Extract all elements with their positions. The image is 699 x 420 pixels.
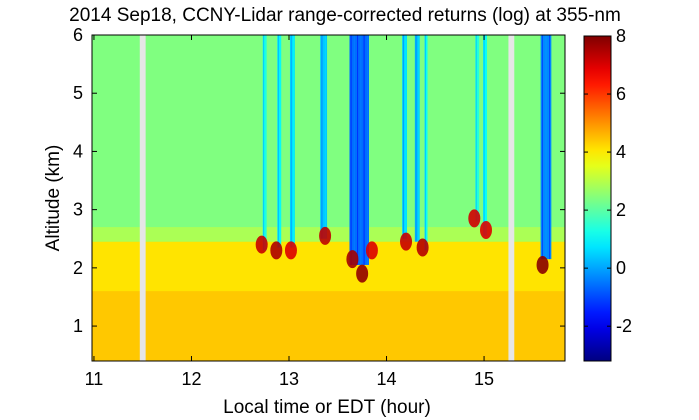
cloud-base-spot: [400, 232, 413, 251]
cloud-base-spot: [536, 255, 549, 274]
cloud-base-spot: [270, 241, 283, 260]
x-tick-label: 13: [279, 369, 299, 389]
cloud-column: [414, 35, 420, 242]
y-axis-label: Altitude (km): [43, 145, 64, 252]
y-tick-label: 4: [73, 141, 83, 161]
colorbar-tick-label: 8: [616, 26, 626, 46]
colorbar-tick-label: 4: [616, 142, 626, 162]
cloud-base-spot: [365, 241, 378, 260]
y-tick-label: 1: [73, 316, 83, 336]
cloud-column: [277, 35, 282, 248]
colorbar-tick-label: 2: [616, 200, 626, 220]
x-axis: 11 12 13 14 15: [85, 35, 494, 389]
cloud-column: [424, 35, 428, 251]
cloud-column: [349, 35, 369, 265]
data-gap: [508, 35, 515, 361]
colorbar-tick-label: 6: [616, 84, 626, 104]
cloud-base-spot: [319, 226, 332, 245]
chart-title: 2014 Sep18, CCNY-Lidar range-corrected r…: [69, 5, 621, 26]
x-axis-label: Local time or EDT (hour): [223, 397, 431, 418]
data-gap: [139, 35, 146, 361]
cloud-base-spot: [356, 264, 369, 283]
colorbar: -2 0 2 4 6 8: [583, 26, 632, 362]
cloud-base-spot: [346, 250, 359, 269]
cloud-column: [475, 35, 480, 222]
cloud-base-spot: [480, 221, 493, 240]
y-axis: 1 2 3 4 5 6: [73, 25, 565, 336]
colorbar-tick-label: -2: [616, 316, 632, 336]
colorbar-tick-label: 0: [616, 258, 626, 278]
cloud-base-spot: [468, 209, 481, 228]
colorbar-ticks: -2 0 2 4 6 8: [584, 26, 632, 336]
cloud-base-spot: [416, 238, 429, 257]
x-tick-label: 15: [474, 369, 494, 389]
x-tick-label: 12: [181, 369, 201, 389]
x-tick-label: 14: [377, 369, 397, 389]
cloud-column: [483, 35, 487, 236]
cloud-column: [262, 35, 267, 251]
heatmap-image: [92, 35, 565, 361]
cloud-column: [289, 35, 295, 248]
y-tick-label: 2: [73, 258, 83, 278]
boundary-layer-core: [92, 291, 565, 361]
cloud-base-spot: [255, 235, 268, 254]
plot-area: [92, 35, 565, 361]
y-tick-label: 6: [73, 25, 83, 45]
cloud-column: [320, 35, 328, 239]
plot-frame: [91, 34, 566, 362]
cloud-base-spot: [284, 241, 297, 260]
x-tick-label: 11: [85, 369, 104, 389]
cloud-column: [402, 35, 408, 239]
colorbar-fill: [583, 35, 612, 362]
y-tick-label: 5: [73, 83, 83, 103]
y-tick-label: 3: [73, 200, 83, 220]
